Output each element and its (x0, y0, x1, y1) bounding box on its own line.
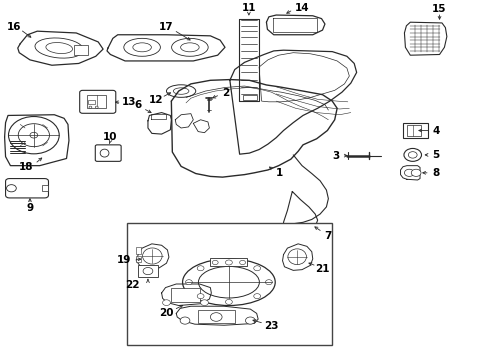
Circle shape (410, 169, 420, 176)
FancyBboxPatch shape (210, 258, 247, 266)
FancyBboxPatch shape (80, 90, 116, 113)
FancyBboxPatch shape (136, 256, 141, 262)
Text: 2: 2 (222, 88, 229, 98)
FancyBboxPatch shape (171, 288, 199, 302)
Circle shape (200, 300, 208, 306)
FancyBboxPatch shape (242, 95, 257, 100)
Circle shape (265, 280, 272, 285)
Circle shape (185, 280, 192, 285)
Text: 16: 16 (7, 22, 21, 32)
FancyBboxPatch shape (74, 45, 88, 55)
Circle shape (197, 294, 203, 299)
Circle shape (407, 152, 416, 158)
Text: 22: 22 (125, 280, 139, 290)
Text: 3: 3 (332, 150, 339, 161)
Circle shape (212, 260, 218, 265)
Ellipse shape (173, 88, 188, 94)
Bar (127, 223, 331, 345)
Ellipse shape (35, 38, 83, 58)
Circle shape (245, 317, 255, 324)
Text: 21: 21 (315, 264, 329, 274)
Ellipse shape (142, 248, 162, 264)
FancyBboxPatch shape (87, 95, 106, 108)
Text: 13: 13 (122, 97, 136, 107)
Text: 9: 9 (26, 203, 34, 213)
FancyBboxPatch shape (403, 123, 427, 138)
Ellipse shape (171, 39, 208, 56)
Circle shape (239, 260, 245, 265)
Text: 1: 1 (275, 168, 283, 178)
Ellipse shape (182, 259, 275, 306)
Circle shape (197, 266, 203, 271)
Text: 5: 5 (431, 150, 439, 160)
Circle shape (162, 300, 170, 306)
Text: 4: 4 (431, 126, 439, 135)
Text: 10: 10 (103, 132, 118, 142)
FancyBboxPatch shape (406, 126, 420, 135)
Ellipse shape (100, 149, 109, 157)
Text: 14: 14 (294, 3, 309, 13)
Ellipse shape (133, 43, 151, 52)
Text: 19: 19 (116, 255, 130, 265)
FancyBboxPatch shape (42, 185, 48, 192)
FancyBboxPatch shape (5, 179, 48, 198)
Circle shape (143, 267, 153, 275)
FancyBboxPatch shape (136, 247, 141, 253)
Circle shape (180, 317, 189, 324)
Circle shape (8, 117, 59, 154)
Circle shape (210, 313, 222, 321)
FancyBboxPatch shape (95, 145, 121, 161)
Circle shape (253, 266, 260, 271)
FancyBboxPatch shape (138, 265, 158, 277)
Text: 7: 7 (324, 231, 331, 240)
Circle shape (225, 300, 232, 305)
Circle shape (253, 294, 260, 299)
Ellipse shape (46, 42, 72, 54)
Circle shape (18, 124, 49, 147)
Text: 12: 12 (148, 95, 163, 105)
Text: 20: 20 (159, 309, 173, 318)
Ellipse shape (198, 266, 259, 298)
Text: 15: 15 (431, 4, 446, 14)
Text: 17: 17 (159, 22, 173, 32)
Text: 8: 8 (431, 168, 439, 178)
Ellipse shape (123, 39, 160, 56)
Text: 11: 11 (241, 3, 256, 13)
Ellipse shape (166, 85, 195, 97)
Ellipse shape (287, 249, 306, 265)
Text: 6: 6 (134, 100, 142, 111)
Text: 23: 23 (264, 321, 278, 331)
Circle shape (404, 169, 413, 176)
Circle shape (6, 185, 16, 192)
Text: 18: 18 (19, 162, 33, 172)
Ellipse shape (180, 43, 199, 52)
Circle shape (403, 148, 421, 161)
Circle shape (89, 106, 92, 108)
FancyBboxPatch shape (88, 100, 95, 104)
Circle shape (30, 132, 38, 138)
Circle shape (225, 260, 232, 265)
Circle shape (95, 106, 98, 108)
FancyBboxPatch shape (198, 310, 234, 323)
